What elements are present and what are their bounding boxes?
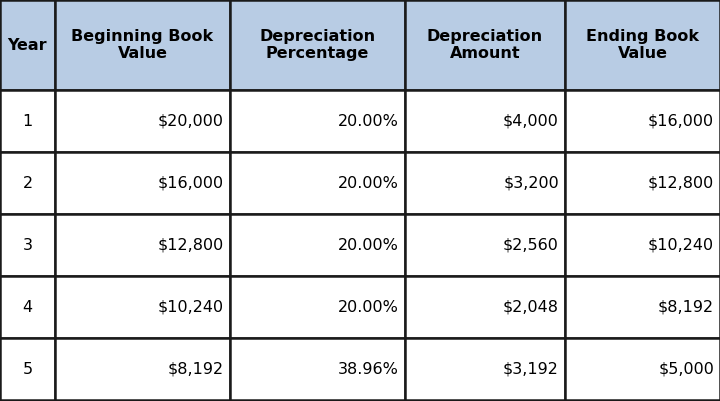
Bar: [230, 214, 405, 276]
Bar: [230, 338, 405, 400]
Bar: [55, 276, 230, 338]
Bar: [0, 152, 55, 214]
Text: 4: 4: [22, 300, 32, 314]
Bar: [565, 0, 720, 90]
Bar: [405, 276, 565, 338]
Bar: [230, 90, 405, 152]
Bar: [405, 152, 565, 214]
Bar: [230, 276, 405, 338]
Text: 20.00%: 20.00%: [338, 113, 399, 128]
Text: $8,192: $8,192: [658, 300, 714, 314]
Text: $2,048: $2,048: [503, 300, 559, 314]
Bar: [0, 276, 55, 338]
Bar: [565, 338, 720, 400]
Text: 38.96%: 38.96%: [338, 361, 399, 377]
Text: $8,192: $8,192: [168, 361, 224, 377]
Bar: [0, 338, 55, 400]
Bar: [0, 0, 55, 90]
Text: 1: 1: [22, 113, 32, 128]
Text: $4,000: $4,000: [503, 113, 559, 128]
Bar: [55, 90, 230, 152]
Bar: [230, 0, 405, 90]
Text: 20.00%: 20.00%: [338, 176, 399, 190]
Bar: [405, 214, 565, 276]
Text: $20,000: $20,000: [158, 113, 224, 128]
Text: Beginning Book
Value: Beginning Book Value: [71, 29, 214, 61]
Text: $5,000: $5,000: [658, 361, 714, 377]
Text: $10,240: $10,240: [158, 300, 224, 314]
Text: $16,000: $16,000: [648, 113, 714, 128]
Text: $3,200: $3,200: [503, 176, 559, 190]
Bar: [55, 214, 230, 276]
Text: 3: 3: [22, 237, 32, 253]
Text: $10,240: $10,240: [648, 237, 714, 253]
Text: Depreciation
Amount: Depreciation Amount: [427, 29, 543, 61]
Bar: [230, 152, 405, 214]
Bar: [405, 90, 565, 152]
Text: Year: Year: [8, 38, 48, 53]
Text: Ending Book
Value: Ending Book Value: [586, 29, 699, 61]
Bar: [405, 338, 565, 400]
Text: 20.00%: 20.00%: [338, 237, 399, 253]
Bar: [55, 338, 230, 400]
Text: Depreciation
Percentage: Depreciation Percentage: [259, 29, 376, 61]
Bar: [565, 276, 720, 338]
Text: 2: 2: [22, 176, 32, 190]
Text: $12,800: $12,800: [158, 237, 224, 253]
Bar: [0, 214, 55, 276]
Bar: [565, 90, 720, 152]
Bar: [565, 214, 720, 276]
Text: 20.00%: 20.00%: [338, 300, 399, 314]
Bar: [55, 152, 230, 214]
Bar: [565, 152, 720, 214]
Bar: [0, 90, 55, 152]
Text: 5: 5: [22, 361, 32, 377]
Text: $3,192: $3,192: [503, 361, 559, 377]
Bar: [55, 0, 230, 90]
Text: $12,800: $12,800: [648, 176, 714, 190]
Text: $2,560: $2,560: [503, 237, 559, 253]
Bar: [405, 0, 565, 90]
Text: $16,000: $16,000: [158, 176, 224, 190]
